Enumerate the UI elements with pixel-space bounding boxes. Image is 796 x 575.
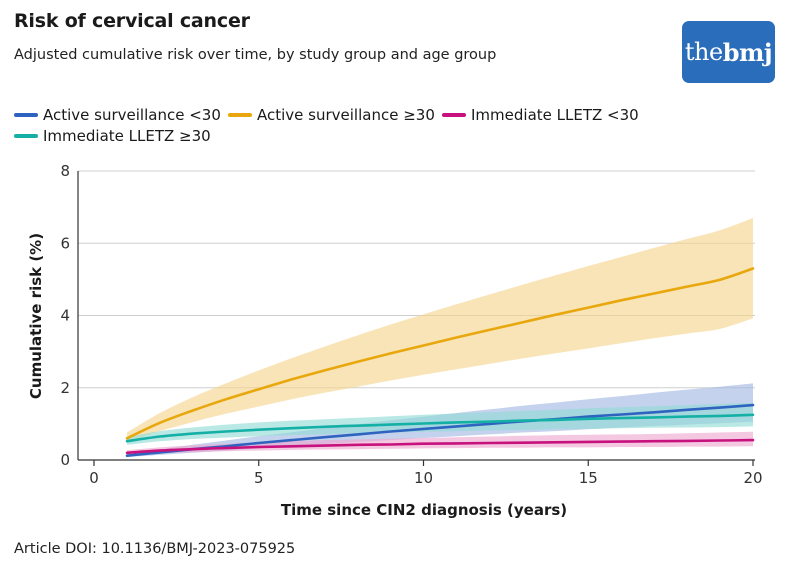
logo-text-bmj: bmj	[722, 37, 773, 67]
y-tick-label: 6	[60, 234, 70, 252]
article-doi: Article DOI: 10.1136/BMJ-2023-075925	[14, 541, 296, 557]
y-tick-label: 0	[60, 451, 70, 469]
logo-text-the: the	[684, 38, 723, 66]
y-tick-label: 4	[60, 307, 70, 325]
y-tick-label: 2	[60, 379, 70, 397]
legend-label: Active surveillance ≥30	[257, 106, 435, 124]
y-axis-label: Cumulative risk (%)	[27, 233, 45, 399]
chart-subtitle: Adjusted cumulative risk over time, by s…	[14, 47, 497, 63]
x-tick-label: 20	[743, 469, 762, 487]
bmj-logo: the bmj	[682, 21, 775, 83]
legend-swatch	[228, 113, 252, 117]
series-line	[125, 403, 755, 457]
y-tick-label: 8	[60, 162, 70, 180]
confidence-bands	[127, 218, 753, 458]
x-tick-label: 10	[414, 469, 433, 487]
chart-title: Risk of cervical cancer	[14, 10, 250, 32]
confidence-band	[127, 218, 753, 443]
series-line	[125, 413, 755, 443]
x-axis-label: Time since CIN2 diagnosis (years)	[281, 501, 567, 519]
x-tick-label: 0	[89, 469, 99, 487]
legend-label: Immediate LLETZ <30	[471, 106, 639, 124]
x-tick-label: 15	[579, 469, 598, 487]
legend-item-active-surveillance-under-30: Active surveillance <30	[14, 106, 221, 124]
legend-item-immediate-lletz-30-plus: Immediate LLETZ ≥30	[14, 127, 211, 145]
legend-swatch	[14, 134, 38, 138]
legend-label: Immediate LLETZ ≥30	[43, 127, 211, 145]
series-line	[125, 438, 755, 455]
legend-label: Active surveillance <30	[43, 106, 221, 124]
x-tick-label: 5	[254, 469, 264, 487]
series-line	[125, 267, 755, 440]
series-lines	[125, 267, 755, 457]
grid-layer	[78, 170, 755, 389]
legend-item-active-surveillance-30-plus: Active surveillance ≥30	[228, 106, 435, 124]
axes: 0 2 4 6 8 0 5 10 15 20	[60, 162, 762, 487]
legend-swatch	[442, 113, 466, 117]
legend-item-immediate-lletz-under-30: Immediate LLETZ <30	[442, 106, 639, 124]
legend-swatch	[14, 113, 38, 117]
